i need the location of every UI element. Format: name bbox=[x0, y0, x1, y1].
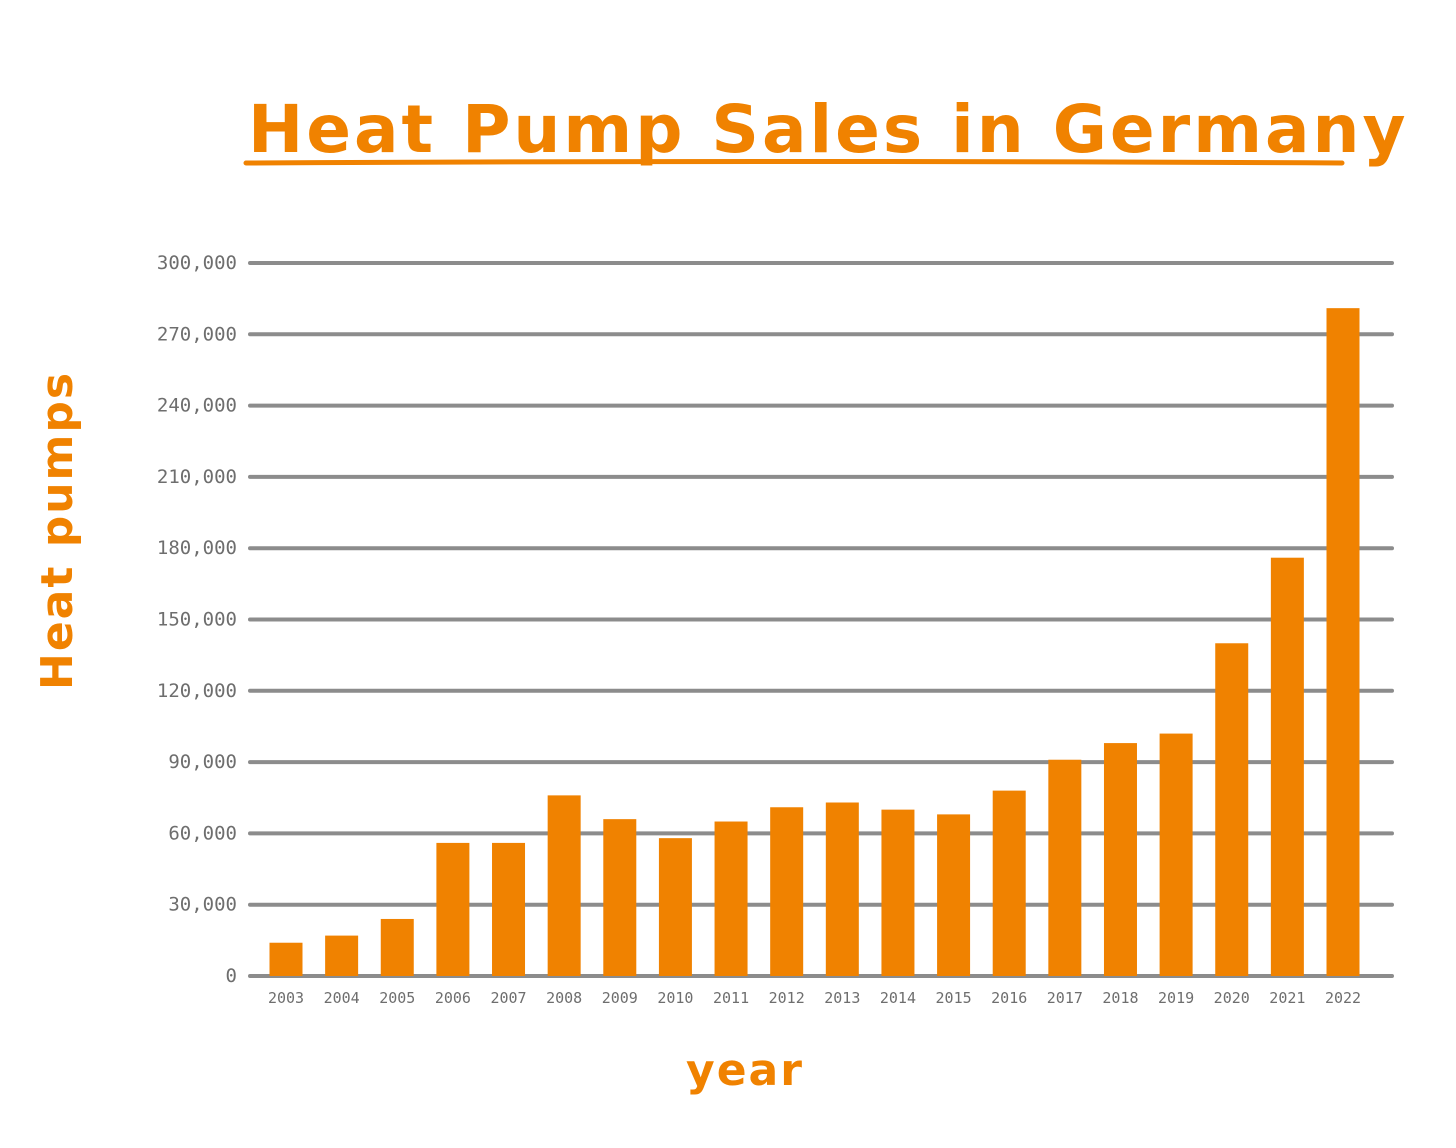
x-tick-label: 2019 bbox=[1158, 989, 1194, 1007]
x-tick-label: 2013 bbox=[824, 989, 860, 1007]
y-tick-label: 0 bbox=[226, 965, 237, 987]
bar-2009 bbox=[603, 819, 637, 976]
x-tick-label: 2017 bbox=[1047, 989, 1083, 1007]
x-tick-label: 2005 bbox=[379, 989, 415, 1007]
y-tick-label: 60,000 bbox=[168, 822, 237, 844]
bar-2017 bbox=[1048, 759, 1082, 976]
x-tick-label: 2015 bbox=[936, 989, 972, 1007]
y-tick-label: 300,000 bbox=[157, 252, 237, 274]
bar-2013 bbox=[825, 802, 859, 976]
x-tick-label: 2006 bbox=[435, 989, 471, 1007]
bar-2004 bbox=[325, 935, 359, 976]
bar-2020 bbox=[1215, 643, 1249, 976]
bar-2011 bbox=[714, 821, 748, 976]
y-tick-label: 210,000 bbox=[157, 466, 237, 488]
bar-2022 bbox=[1326, 308, 1360, 976]
y-tick-label: 30,000 bbox=[168, 894, 237, 916]
bar-2010 bbox=[658, 838, 692, 976]
x-tick-label: 2012 bbox=[769, 989, 805, 1007]
x-tick-label: 2022 bbox=[1325, 989, 1361, 1007]
title-underline bbox=[243, 159, 1345, 166]
bar-2005 bbox=[380, 918, 414, 976]
chart-title: Heat Pump Sales in Germany bbox=[248, 91, 1409, 168]
y-tick-label: 150,000 bbox=[157, 609, 237, 631]
y-axis-label: Heat pumps bbox=[32, 371, 83, 690]
x-tick-label: 2007 bbox=[490, 989, 526, 1007]
x-tick-label: 2010 bbox=[657, 989, 693, 1007]
bar-2015 bbox=[937, 814, 971, 976]
x-tick-label: 2009 bbox=[602, 989, 638, 1007]
x-tick-label: 2011 bbox=[713, 989, 749, 1007]
bar-2019 bbox=[1159, 733, 1193, 976]
x-axis-ticks: 2003 2004 2005 2006 2007 2008 2009 2010 2011 2012… bbox=[268, 989, 1361, 1007]
bar-2007 bbox=[492, 842, 526, 976]
x-tick-label: 2008 bbox=[546, 989, 582, 1007]
y-axis-ticks: 0 30,000 60,000 90,000 120,000 150,000 180,000… bbox=[157, 252, 237, 987]
y-tick-label: 270,000 bbox=[157, 323, 237, 345]
y-tick-label: 240,000 bbox=[157, 395, 237, 417]
x-tick-label: 2004 bbox=[324, 989, 360, 1007]
bar-2008 bbox=[547, 795, 581, 976]
bar-2018 bbox=[1103, 743, 1137, 976]
bars bbox=[269, 308, 1360, 976]
bar-2016 bbox=[992, 790, 1026, 976]
y-tick-label: 180,000 bbox=[157, 537, 237, 559]
x-tick-label: 2016 bbox=[991, 989, 1027, 1007]
x-tick-label: 2014 bbox=[880, 989, 916, 1007]
x-tick-label: 2021 bbox=[1269, 989, 1305, 1007]
bar-2021 bbox=[1270, 557, 1304, 976]
x-tick-label: 2003 bbox=[268, 989, 304, 1007]
y-tick-label: 120,000 bbox=[157, 680, 237, 702]
bar-2006 bbox=[436, 842, 470, 976]
bar-2003 bbox=[269, 942, 303, 976]
bar-2012 bbox=[770, 807, 804, 976]
x-tick-label: 2018 bbox=[1102, 989, 1138, 1007]
x-tick-label: 2020 bbox=[1214, 989, 1250, 1007]
y-tick-label: 90,000 bbox=[168, 751, 237, 773]
x-axis-label: year bbox=[686, 1045, 804, 1096]
bar-2014 bbox=[881, 809, 915, 976]
